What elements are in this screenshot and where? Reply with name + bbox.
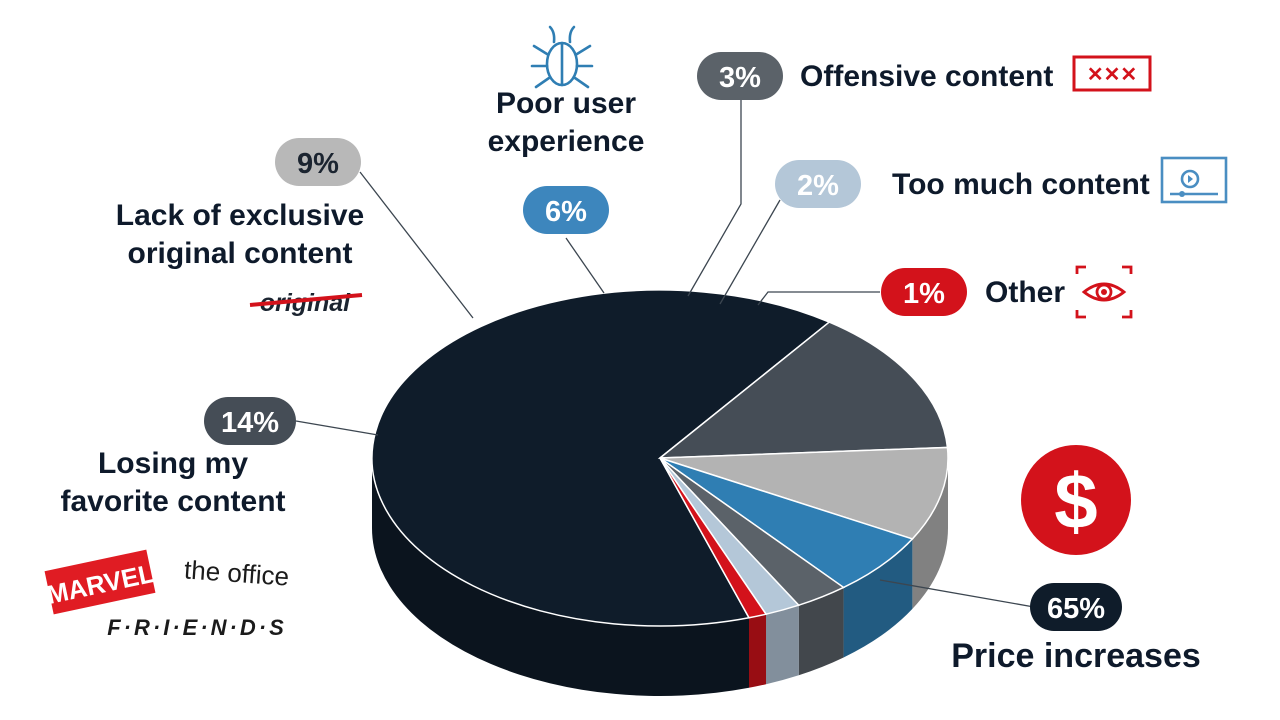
data-label: 9% (297, 148, 339, 180)
bug-icon (530, 25, 594, 89)
svg-text:$: $ (1054, 457, 1097, 545)
leader-lines (295, 100, 1035, 608)
leader-line-3 (565, 237, 605, 294)
data-label: 65% (1047, 593, 1105, 625)
eye-icon (1075, 265, 1133, 319)
friends-logo: F·R·I·E·N·D·S (107, 615, 287, 640)
category-label: Losing my favorite content (60, 447, 285, 518)
pie-slice-lack-of-exclusive-original-content (659, 446, 949, 540)
category-label: Too much content (892, 168, 1150, 201)
data-label: 2% (797, 170, 839, 202)
data-label: 1% (903, 278, 945, 310)
pie-side-0 (372, 458, 749, 696)
value-badge-14: 14% (204, 397, 296, 445)
data-label: 3% (719, 62, 761, 94)
pie-side-2 (912, 458, 948, 609)
leader-line-0 (879, 579, 1035, 608)
pie-slice-losing-my-favorite-content (657, 321, 949, 459)
labels: 65% Price increases 14% Losing my favorite c… (60, 52, 1201, 675)
category-label: Poor user experience (488, 87, 645, 158)
value-badge-3: 3% (697, 52, 783, 100)
leader-line-1 (295, 420, 379, 436)
marvel-logo: MARVEL (44, 549, 157, 615)
pie-slice-price-increases (371, 289, 831, 627)
value-badge-9: 9% (275, 138, 361, 186)
pie-slice-other (659, 457, 768, 619)
original-strikethrough-icon: original (249, 289, 363, 317)
dollar-sign-icon: $ (1021, 445, 1131, 555)
value-badge-6: 6% (523, 186, 609, 234)
value-badge-1: 1% (881, 268, 967, 316)
value-badge-2: 2% (775, 160, 861, 208)
pie-side-4 (798, 587, 844, 676)
pie-side-3 (843, 538, 913, 658)
xxx-icon: ✕✕✕ (1072, 55, 1152, 92)
data-label: 6% (545, 196, 587, 228)
category-label: Other (985, 276, 1065, 309)
category-label: Lack of exclusive original content (116, 199, 364, 270)
icons: ✕✕✕ $ original MARVEL (44, 25, 1228, 640)
video-player-icon (1160, 156, 1228, 204)
the-office-logo: the office (183, 554, 290, 591)
category-label: Offensive content (800, 60, 1053, 93)
category-label: Price increases (951, 637, 1201, 675)
leader-line-2 (359, 171, 474, 319)
pie-side-5 (766, 605, 799, 685)
pie-side-6 (748, 614, 767, 688)
svg-text:✕✕✕: ✕✕✕ (1087, 64, 1137, 86)
leader-line-6 (757, 291, 880, 306)
value-badge-65: 65% (1030, 583, 1122, 631)
data-label: 14% (221, 407, 279, 439)
pie-3d (371, 289, 949, 696)
leader-line-4 (687, 100, 742, 297)
leader-line-5 (719, 199, 781, 305)
